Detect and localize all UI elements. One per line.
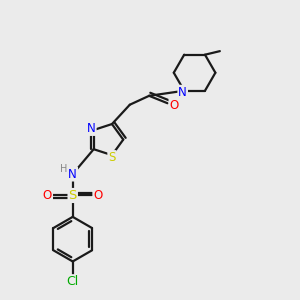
Text: Cl: Cl bbox=[67, 275, 79, 288]
Text: O: O bbox=[169, 99, 179, 112]
Text: N: N bbox=[68, 168, 77, 181]
Text: O: O bbox=[43, 189, 52, 202]
Text: N: N bbox=[178, 86, 187, 99]
Text: O: O bbox=[93, 189, 103, 202]
Text: N: N bbox=[87, 122, 96, 135]
Text: S: S bbox=[68, 189, 77, 202]
Text: H: H bbox=[59, 164, 67, 174]
Text: S: S bbox=[108, 151, 116, 164]
